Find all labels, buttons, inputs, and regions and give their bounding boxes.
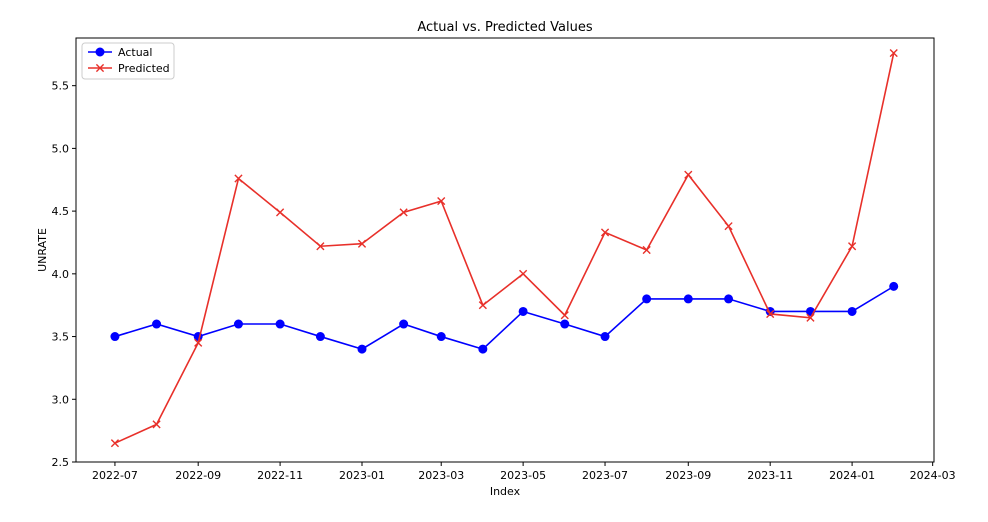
legend-label: Predicted	[118, 62, 170, 75]
data-point	[684, 170, 693, 179]
data-point	[357, 344, 367, 354]
data-point	[519, 269, 528, 278]
data-point	[560, 319, 570, 329]
data-point	[724, 222, 733, 231]
legend-label: Actual	[118, 46, 152, 59]
data-point	[518, 306, 528, 316]
legend-marker	[95, 47, 105, 57]
x-tick-label: 2023-07	[582, 469, 628, 482]
plot-frame	[75, 37, 935, 463]
x-tick-label: 2023-03	[418, 469, 464, 482]
x-tick-label: 2022-11	[257, 469, 303, 482]
y-tick-label: 5.0	[52, 142, 70, 155]
legend: Actual Predicted	[81, 42, 175, 80]
y-tick-label: 4.5	[52, 205, 70, 218]
data-point	[683, 294, 693, 304]
y-tick-label: 3.0	[52, 393, 70, 406]
data-point	[357, 239, 367, 248]
data-point	[478, 301, 487, 310]
x-axis: 2022-07 2022-09 2022-11 2023-01 2023-03 2023-…	[92, 462, 956, 482]
data-point	[233, 319, 243, 329]
x-tick-label: 2022-07	[92, 469, 138, 482]
data-point	[560, 311, 569, 320]
x-tick-label: 2022-09	[175, 469, 221, 482]
legend-entry: Predicted	[88, 62, 170, 75]
data-point	[234, 174, 243, 183]
y-axis-label: UNRATE	[36, 228, 49, 272]
data-point	[110, 439, 120, 448]
plot-series	[110, 48, 899, 448]
data-point	[399, 319, 409, 329]
data-point	[436, 332, 446, 342]
x-tick-label: 2023-11	[747, 469, 793, 482]
data-point	[600, 332, 610, 342]
y-axis: 2.5 3.0 3.5 4.0 4.5 5.0 5.5	[52, 80, 76, 469]
x-tick-label: 2024-01	[829, 469, 875, 482]
series-line	[114, 285, 895, 350]
data-point	[478, 344, 488, 354]
y-tick-label: 3.5	[52, 331, 70, 344]
data-point	[110, 332, 120, 342]
data-point	[275, 319, 285, 329]
data-point	[847, 242, 857, 251]
x-tick-label: 2023-01	[339, 469, 385, 482]
data-point	[766, 309, 775, 319]
y-tick-label: 5.5	[52, 80, 70, 93]
data-point	[889, 48, 898, 58]
data-point	[152, 319, 162, 329]
legend-marker	[95, 63, 105, 73]
data-point	[316, 242, 325, 251]
x-tick-label: 2023-09	[665, 469, 711, 482]
data-point	[889, 281, 899, 291]
data-point	[847, 306, 857, 316]
x-tick-label: 2024-03	[910, 469, 956, 482]
series-line	[114, 52, 895, 444]
data-point	[152, 420, 161, 429]
data-point	[642, 245, 651, 255]
data-point	[194, 338, 203, 347]
data-point	[600, 228, 610, 237]
y-tick-label: 2.5	[52, 456, 70, 469]
x-axis-label: Index	[490, 485, 521, 498]
data-point	[806, 313, 815, 322]
data-point	[642, 294, 652, 304]
x-tick-label: 2023-05	[500, 469, 546, 482]
series-actual	[110, 281, 899, 354]
y-tick-label: 4.0	[52, 268, 70, 281]
data-point	[437, 196, 446, 206]
data-point	[724, 294, 734, 304]
data-point	[399, 208, 408, 217]
data-point	[315, 332, 325, 342]
series-predicted	[110, 48, 898, 448]
legend-entry: Actual	[88, 46, 152, 59]
data-point	[275, 208, 285, 217]
chart-title: Actual vs. Predicted Values	[417, 20, 592, 35]
